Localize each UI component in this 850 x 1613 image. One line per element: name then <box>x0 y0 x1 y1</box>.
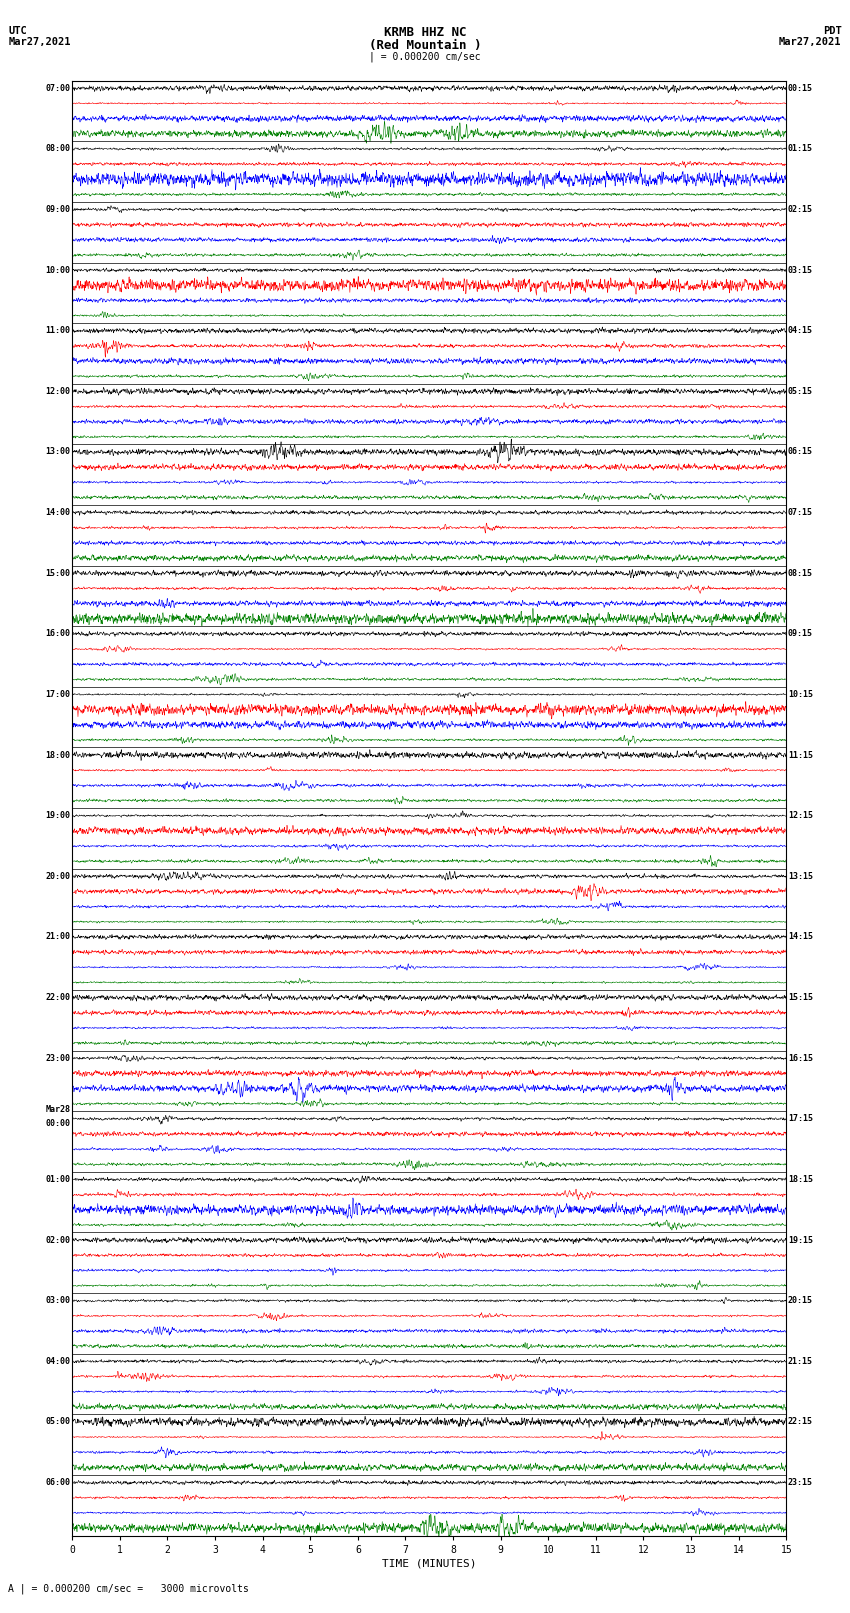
Text: 01:00: 01:00 <box>46 1174 71 1184</box>
Text: 11:00: 11:00 <box>46 326 71 336</box>
Text: 05:15: 05:15 <box>788 387 813 395</box>
Text: 14:15: 14:15 <box>788 932 813 942</box>
Text: 07:15: 07:15 <box>788 508 813 518</box>
Text: 22:00: 22:00 <box>46 994 71 1002</box>
Text: Mar28: Mar28 <box>46 1105 71 1113</box>
Text: 09:15: 09:15 <box>788 629 813 639</box>
Text: UTC: UTC <box>8 26 27 35</box>
Text: 10:00: 10:00 <box>46 266 71 274</box>
Text: | = 0.000200 cm/sec: | = 0.000200 cm/sec <box>369 52 481 63</box>
Text: 12:00: 12:00 <box>46 387 71 395</box>
Text: 10:15: 10:15 <box>788 690 813 698</box>
Text: 14:00: 14:00 <box>46 508 71 518</box>
Text: 21:00: 21:00 <box>46 932 71 942</box>
Text: 00:15: 00:15 <box>788 84 813 92</box>
Text: 06:15: 06:15 <box>788 447 813 456</box>
Text: 21:15: 21:15 <box>788 1357 813 1366</box>
Text: 22:15: 22:15 <box>788 1418 813 1426</box>
Text: 16:15: 16:15 <box>788 1053 813 1063</box>
Text: 15:15: 15:15 <box>788 994 813 1002</box>
Text: A | = 0.000200 cm/sec =   3000 microvolts: A | = 0.000200 cm/sec = 3000 microvolts <box>8 1582 249 1594</box>
Text: 17:00: 17:00 <box>46 690 71 698</box>
Text: 19:00: 19:00 <box>46 811 71 819</box>
Text: 20:15: 20:15 <box>788 1297 813 1305</box>
Text: 07:00: 07:00 <box>46 84 71 92</box>
Text: 20:00: 20:00 <box>46 871 71 881</box>
Text: (Red Mountain ): (Red Mountain ) <box>369 39 481 52</box>
Text: 11:15: 11:15 <box>788 750 813 760</box>
Text: 23:00: 23:00 <box>46 1053 71 1063</box>
Text: 02:15: 02:15 <box>788 205 813 215</box>
Text: 01:15: 01:15 <box>788 144 813 153</box>
Text: 19:15: 19:15 <box>788 1236 813 1245</box>
Text: PDT: PDT <box>823 26 842 35</box>
Text: 08:00: 08:00 <box>46 144 71 153</box>
Text: 18:00: 18:00 <box>46 750 71 760</box>
Text: 16:00: 16:00 <box>46 629 71 639</box>
Text: 04:15: 04:15 <box>788 326 813 336</box>
Text: Mar27,2021: Mar27,2021 <box>779 37 842 47</box>
Text: Mar27,2021: Mar27,2021 <box>8 37 71 47</box>
Text: 13:15: 13:15 <box>788 871 813 881</box>
Text: 15:00: 15:00 <box>46 569 71 577</box>
Text: 12:15: 12:15 <box>788 811 813 819</box>
Text: 03:00: 03:00 <box>46 1297 71 1305</box>
Text: 06:00: 06:00 <box>46 1478 71 1487</box>
Text: 05:00: 05:00 <box>46 1418 71 1426</box>
Text: 13:00: 13:00 <box>46 447 71 456</box>
Text: 02:00: 02:00 <box>46 1236 71 1245</box>
Text: 17:15: 17:15 <box>788 1115 813 1123</box>
Text: 18:15: 18:15 <box>788 1174 813 1184</box>
Text: 03:15: 03:15 <box>788 266 813 274</box>
Text: 23:15: 23:15 <box>788 1478 813 1487</box>
X-axis label: TIME (MINUTES): TIME (MINUTES) <box>382 1558 477 1569</box>
Text: 04:00: 04:00 <box>46 1357 71 1366</box>
Text: 08:15: 08:15 <box>788 569 813 577</box>
Text: 09:00: 09:00 <box>46 205 71 215</box>
Text: 00:00: 00:00 <box>46 1119 71 1127</box>
Text: KRMB HHZ NC: KRMB HHZ NC <box>383 26 467 39</box>
